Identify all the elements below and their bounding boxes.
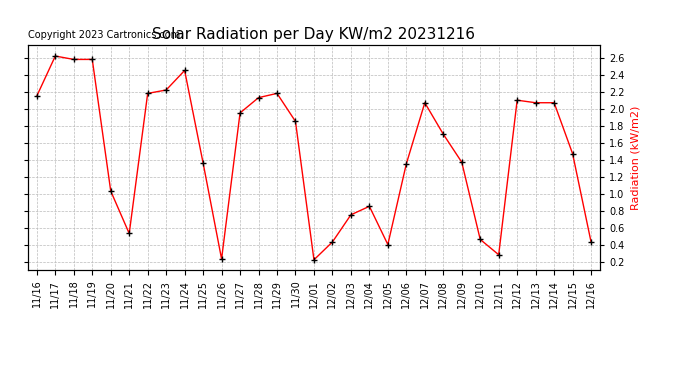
Y-axis label: Radiation (kW/m2): Radiation (kW/m2) [631,105,640,210]
Text: Copyright 2023 Cartronics.com: Copyright 2023 Cartronics.com [28,30,179,40]
Title: Solar Radiation per Day KW/m2 20231216: Solar Radiation per Day KW/m2 20231216 [152,27,475,42]
